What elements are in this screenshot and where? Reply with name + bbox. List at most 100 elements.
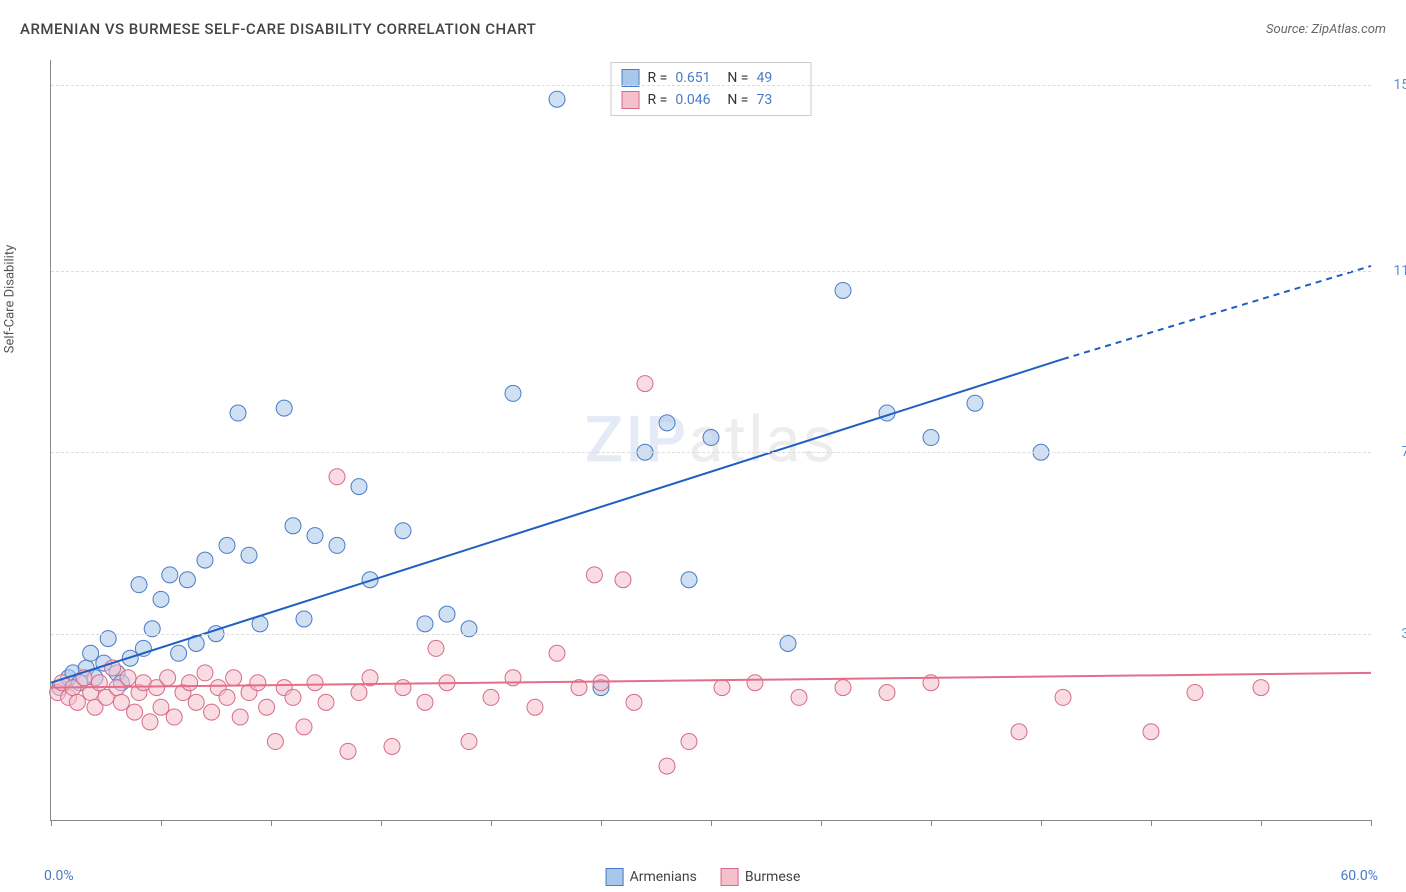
data-point [83,645,99,661]
data-point [153,591,169,607]
gridline [51,634,1371,635]
data-point [586,567,602,583]
data-point [131,577,147,593]
data-point [340,743,356,759]
data-point [1143,724,1159,740]
data-point [351,685,367,701]
data-point [276,400,292,416]
data-point [780,635,796,651]
source-label: Source: ZipAtlas.com [1266,22,1386,37]
x-tick [1261,820,1262,826]
data-point [197,552,213,568]
data-point [1187,685,1203,701]
data-point [615,572,631,588]
legend-swatch [721,868,739,886]
data-point [230,405,246,421]
x-tick [711,820,712,826]
data-point [835,680,851,696]
data-point [417,616,433,632]
data-point [637,376,653,392]
x-tick [381,820,382,826]
chart-title: ARMENIAN VS BURMESE SELF-CARE DISABILITY… [20,20,536,38]
y-tick-label: 3.8% [1376,626,1406,642]
data-point [1253,680,1269,696]
x-tick [1151,820,1152,826]
x-tick [161,820,162,826]
data-point [967,395,983,411]
data-point [232,709,248,725]
data-point [549,645,565,661]
x-tick [1371,820,1372,826]
stat-r-value: 0.046 [675,92,719,108]
data-point [307,675,323,691]
data-point [69,694,85,710]
legend-swatch [606,868,624,886]
data-point [681,734,697,750]
stat-n-label: N = [727,92,748,108]
data-point [166,709,182,725]
gridline [51,452,1371,453]
data-point [549,91,565,107]
data-point [1055,689,1071,705]
x-max-label: 60.0% [1340,868,1378,884]
data-point [593,675,609,691]
data-point [747,675,763,691]
data-point [171,645,187,661]
data-point [197,665,213,681]
data-point [153,699,169,715]
data-point [681,572,697,588]
y-tick-label: 11.2% [1376,263,1406,279]
data-point [204,704,220,720]
data-point [179,572,195,588]
legend-stats-row: R =0.651N =49 [622,67,801,89]
x-tick [1041,820,1042,826]
data-point [923,430,939,446]
data-point [461,734,477,750]
data-point [120,670,136,686]
data-point [439,606,455,622]
data-point [296,611,312,627]
data-point [659,415,675,431]
legend-item: Burmese [721,868,801,886]
legend-item: Armenians [606,868,697,886]
plot-area: ZIPatlas R =0.651N =49R =0.046N =73 3.8%… [50,60,1371,821]
data-point [91,675,107,691]
data-point [626,694,642,710]
data-point [395,680,411,696]
x-tick [931,820,932,826]
x-tick [271,820,272,826]
data-point [659,758,675,774]
data-point [329,537,345,553]
y-tick-label: 15.0% [1376,77,1406,93]
data-point [483,689,499,705]
data-point [226,670,242,686]
data-point [329,469,345,485]
data-point [182,675,198,691]
y-axis-label: Self-Care Disability [3,245,18,353]
data-point [714,680,730,696]
data-point [127,704,143,720]
legend-label: Burmese [745,869,801,885]
data-point [384,738,400,754]
plot-svg [51,60,1371,820]
data-point [307,528,323,544]
data-point [267,734,283,750]
legend-bottom: Armenians Burmese [606,868,801,886]
data-point [879,685,895,701]
x-tick [51,820,52,826]
data-point [296,719,312,735]
x-tick [601,820,602,826]
data-point [395,523,411,539]
y-tick-label: 7.5% [1376,444,1406,460]
data-point [219,689,235,705]
data-point [241,547,257,563]
data-point [188,694,204,710]
data-point [791,689,807,705]
data-point [250,675,266,691]
legend-swatch [622,91,640,109]
data-point [835,282,851,298]
data-point [1011,724,1027,740]
data-point [285,689,301,705]
data-point [219,537,235,553]
data-point [113,694,129,710]
